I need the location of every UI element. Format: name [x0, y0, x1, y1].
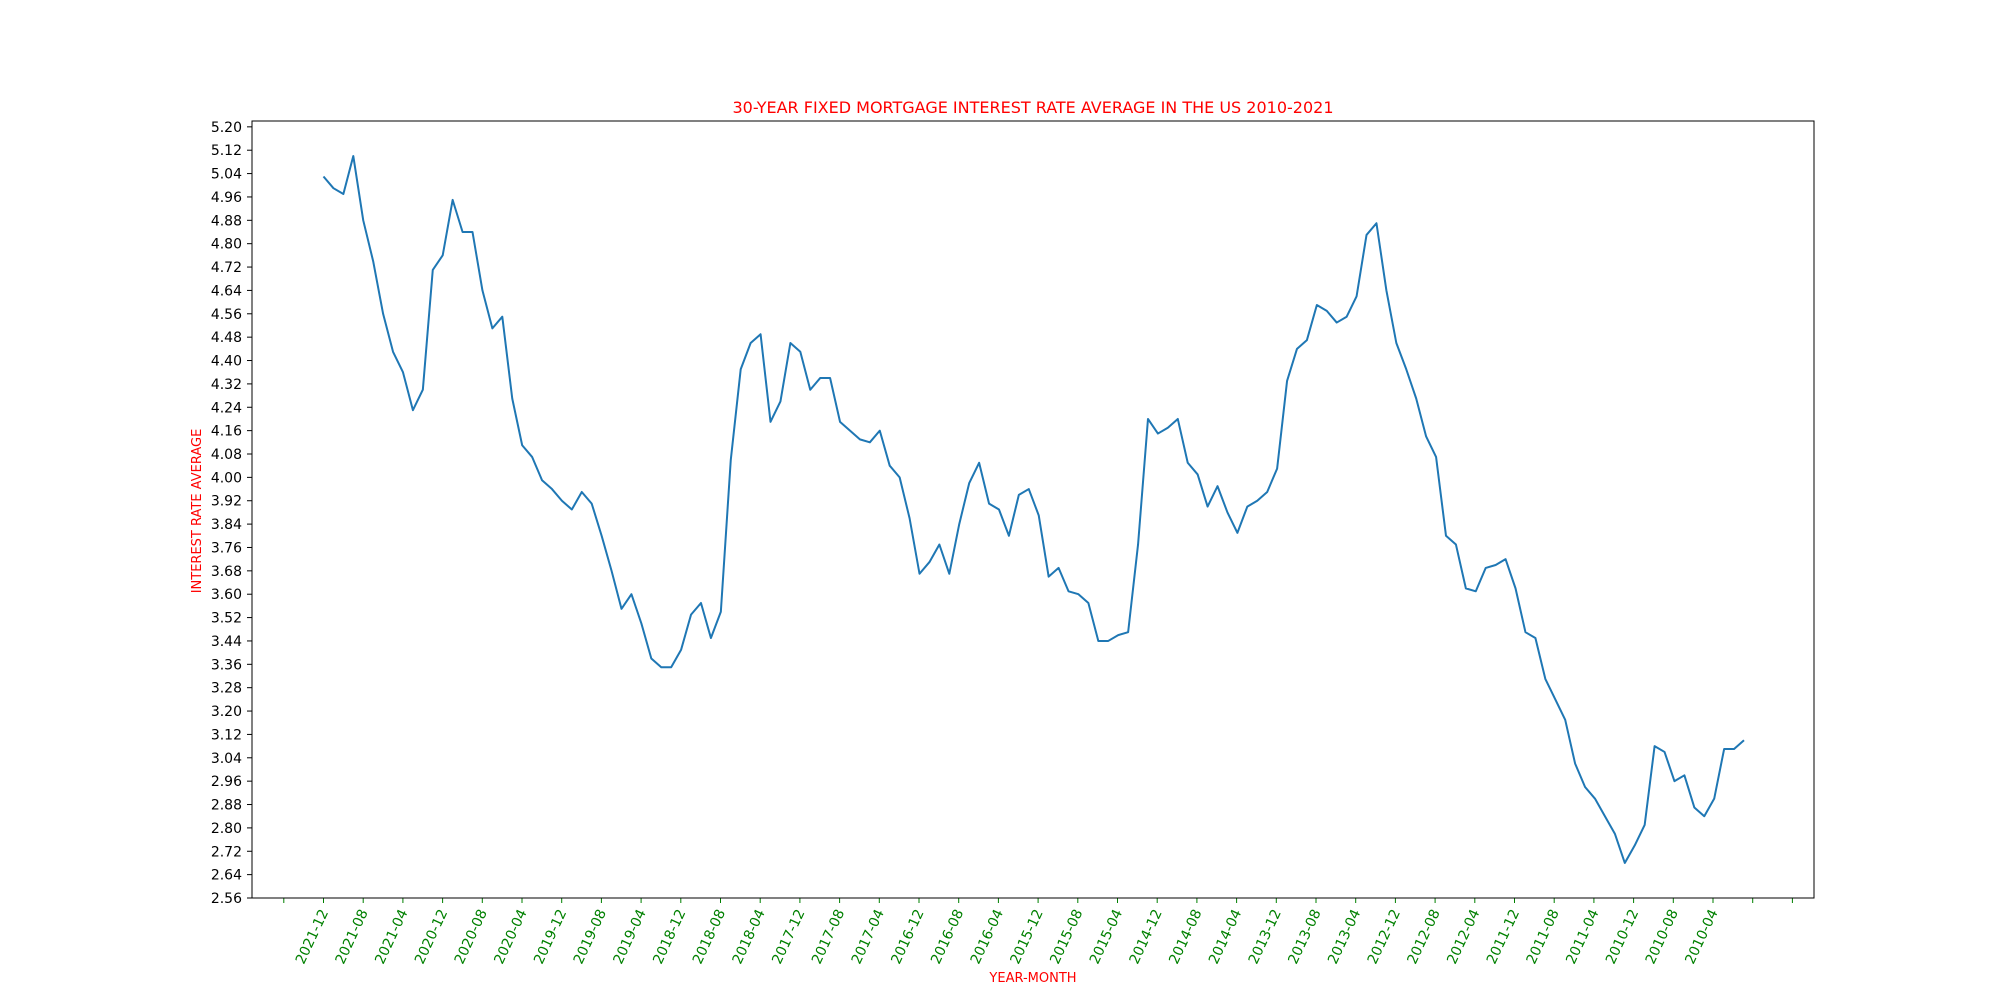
x-tick-label: 2020-12 [412, 907, 451, 967]
y-axis: 2.56 2.64 2.72 2.80 2.88 2.96 3.04 3.12 3.20 3.28… [211, 120, 252, 907]
x-tick-label: 2011-04 [1563, 907, 1602, 967]
y-tick-label: 4.32 [211, 377, 242, 393]
x-tick-label: 2018-04 [730, 907, 769, 967]
y-tick-label: 4.16 [211, 424, 242, 440]
x-tick-label: 2015-04 [1087, 907, 1126, 967]
y-tick-label: 5.12 [211, 143, 242, 159]
x-tick-label: 2013-08 [1285, 907, 1324, 967]
x-tick-label: 2012-12 [1365, 907, 1404, 967]
x-tick-label: 2019-12 [531, 907, 570, 967]
y-tick-label: 2.80 [211, 821, 242, 837]
x-tick-label: 2015-08 [1047, 907, 1086, 967]
x-tick-label: 2010-12 [1603, 907, 1642, 967]
x-tick-label: 2014-08 [1166, 907, 1205, 967]
y-tick-label: 2.72 [211, 844, 242, 860]
x-tick-label: 2017-08 [809, 907, 848, 967]
y-tick-label: 4.64 [211, 283, 242, 299]
x-tick-label: 2011-08 [1524, 907, 1563, 967]
y-tick-label: 2.96 [211, 774, 242, 790]
x-tick-label: 2011-12 [1484, 907, 1523, 967]
x-tick-label: 2021-08 [333, 907, 372, 967]
y-axis-label: INTEREST RATE AVERAGE [190, 429, 205, 594]
x-tick-label: 2021-04 [372, 907, 411, 967]
x-tick-label: 2020-08 [452, 907, 491, 967]
y-tick-label: 5.20 [211, 120, 242, 136]
x-tick-label: 2015-12 [1008, 907, 1047, 967]
y-tick-label: 4.88 [211, 213, 242, 229]
y-tick-label: 2.88 [211, 798, 242, 814]
x-tick-label: 2013-04 [1325, 907, 1364, 967]
x-tick-label: 2017-12 [769, 907, 808, 967]
x-tick-label: 2017-04 [849, 907, 888, 967]
y-tick-label: 3.44 [211, 634, 242, 650]
y-tick-label: 4.00 [211, 470, 242, 486]
x-tick-label: 2010-04 [1682, 907, 1721, 967]
x-tick-label: 2012-08 [1405, 907, 1444, 967]
plot-frame [251, 120, 1815, 899]
y-tick-label: 3.52 [211, 611, 242, 627]
y-tick-label: 3.60 [211, 587, 242, 603]
x-tick-label: 2013-12 [1246, 907, 1285, 967]
y-tick-label: 3.68 [211, 564, 242, 580]
y-tick-label: 4.56 [211, 307, 242, 323]
y-tick-label: 4.96 [211, 190, 242, 206]
x-tick-label: 2016-12 [888, 907, 927, 967]
y-tick-label: 3.12 [211, 727, 242, 743]
y-tick-label: 4.80 [211, 237, 242, 253]
y-tick-label: 3.36 [211, 657, 242, 673]
y-tick-label: 4.08 [211, 447, 242, 463]
x-tick-label: 2014-12 [1127, 907, 1166, 967]
y-tick-label: 2.56 [211, 891, 242, 907]
x-tick-label: 2016-08 [928, 907, 967, 967]
x-axis: 2021-12 2021-08 2021-04 2020-12 2020-08 2020-… [283, 898, 1793, 967]
y-tick-label: 3.04 [211, 751, 242, 767]
y-tick-label: 3.28 [211, 681, 242, 697]
x-tick-label: 2020-04 [491, 907, 530, 967]
x-tick-label: 2018-08 [690, 907, 729, 967]
y-tick-label: 4.40 [211, 354, 242, 370]
chart-title: 30-YEAR FIXED MORTGAGE INTEREST RATE AVE… [732, 98, 1333, 117]
y-tick-label: 3.92 [211, 494, 242, 510]
x-tick-label: 2014-04 [1206, 907, 1245, 967]
x-tick-label: 2021-12 [293, 907, 332, 967]
y-tick-label: 4.24 [211, 400, 242, 416]
x-tick-label: 2010-08 [1643, 907, 1682, 967]
y-tick-label: 5.04 [211, 167, 242, 183]
y-tick-label: 3.84 [211, 517, 242, 533]
x-axis-label: YEAR-MONTH [988, 971, 1076, 986]
x-tick-label: 2012-04 [1444, 907, 1483, 967]
x-tick-label: 2016-04 [968, 907, 1007, 967]
series-line [322, 155, 1745, 864]
y-tick-label: 2.64 [211, 868, 242, 884]
x-tick-label: 2018-12 [650, 907, 689, 967]
y-tick-label: 3.20 [211, 704, 242, 720]
x-tick-label: 2019-08 [571, 907, 610, 967]
y-tick-label: 3.76 [211, 540, 242, 556]
x-tick-label: 2019-04 [611, 907, 650, 967]
y-tick-label: 4.72 [211, 260, 242, 276]
y-tick-label: 4.48 [211, 330, 242, 346]
